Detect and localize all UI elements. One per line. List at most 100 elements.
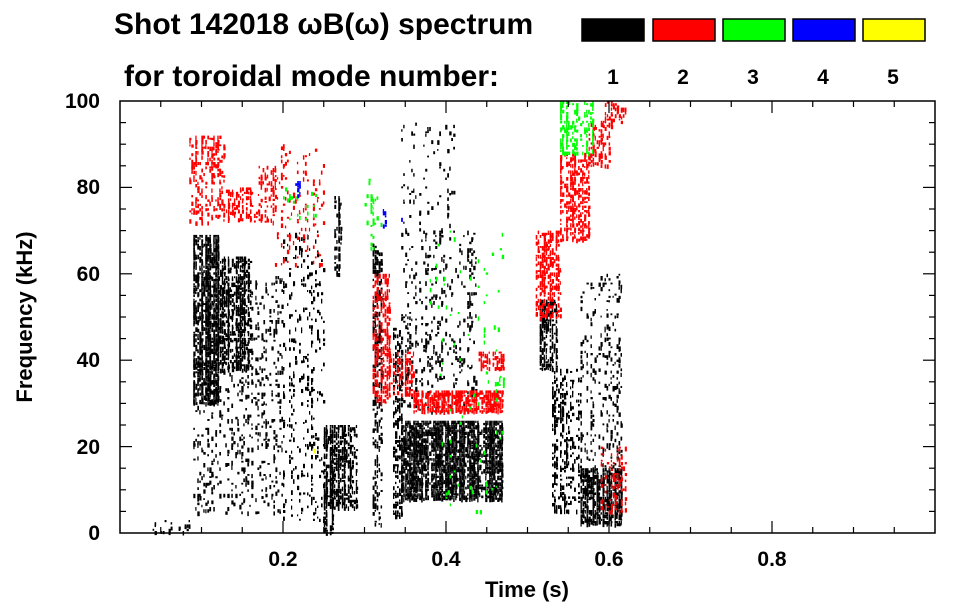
spectrum-cell-mode-1: [441, 360, 443, 363]
spectrum-cell-mode-1: [411, 458, 413, 462]
spectrum-cell-mode-1: [239, 320, 242, 324]
spectrum-cell-mode-1: [341, 453, 344, 456]
spectrum-cell-mode-1: [243, 364, 246, 368]
spectrum-cell-mode-1: [265, 425, 267, 429]
spectrum-cell-mode-1: [309, 391, 312, 396]
spectrum-cell-mode-1: [413, 429, 415, 432]
spectrum-cell-mode-1: [255, 401, 258, 406]
spectrum-cell-mode-1: [445, 425, 447, 428]
spectrum-cell-mode-1: [461, 486, 463, 490]
spectrum-cell-mode-1: [501, 455, 503, 459]
spectrum-cell-mode-1: [205, 265, 208, 270]
spectrum-cell-mode-1: [215, 303, 218, 306]
legend-label-mode-2: 2: [677, 66, 689, 89]
spectrum-cell-mode-1: [501, 471, 504, 475]
spectrum-cell-mode-1: [209, 325, 211, 329]
spectrum-cell-mode-1: [439, 431, 441, 435]
spectrum-cell-mode-1: [415, 122, 417, 126]
spectrum-cell-mode-1: [233, 383, 235, 388]
spectrum-cell-mode-1: [209, 370, 211, 375]
spectrum-cell-mode-1: [411, 436, 413, 439]
spectrum-cell-mode-1: [459, 431, 461, 434]
spectrum-cell-mode-1: [303, 276, 305, 282]
spectrum-cell-mode-1: [374, 340, 377, 345]
spectrum-cell-mode-1: [315, 239, 317, 244]
spectrum-cell-mode-1: [411, 168, 413, 173]
spectrum-cell-mode-1: [207, 328, 210, 331]
spectrum-cell-mode-1: [413, 436, 416, 439]
spectrum-cell-mode-1: [443, 168, 446, 172]
spectrum-cell-mode-1: [461, 358, 463, 362]
spectrum-cell-mode-1: [239, 318, 242, 321]
spectrum-cell-mode-1: [401, 413, 403, 419]
spectrum-cell-mode-1: [374, 476, 376, 479]
spectrum-cell-mode-1: [265, 348, 267, 354]
spectrum-cell-mode-1: [219, 430, 222, 434]
spectrum-cell-mode-1: [405, 230, 408, 235]
spectrum-cell-mode-1: [431, 449, 433, 452]
spectrum-cell-mode-1: [195, 362, 198, 365]
spectrum-cell-mode-1: [437, 460, 439, 464]
spectrum-cell-mode-1: [217, 309, 220, 313]
spectrum-cell-mode-1: [403, 201, 405, 204]
spectrum-cell-mode-1: [431, 433, 434, 437]
spectrum-cell-mode-1: [193, 384, 195, 389]
spectrum-cell-mode-1: [347, 442, 350, 447]
spectrum-cell-mode-1: [203, 482, 206, 487]
spectrum-cell-mode-1: [343, 493, 346, 496]
spectrum-cell-mode-1: [335, 480, 338, 483]
spectrum-cell-mode-1: [205, 256, 208, 262]
spectrum-cell-mode-1: [415, 480, 418, 483]
spectrum-cell-mode-1: [209, 379, 211, 383]
spectrum-cell-mode-1: [311, 463, 313, 469]
spectrum-cell-mode-1: [378, 448, 380, 452]
spectrum-cell-mode-1: [325, 491, 329, 494]
spectrum-cell-mode-1: [221, 313, 224, 317]
spectrum-cell-mode-1: [399, 387, 402, 392]
spectrum-cell-mode-1: [215, 399, 218, 403]
spectrum-cell-mode-1: [547, 312, 550, 317]
spectrum-cell-mode-1: [451, 458, 454, 463]
spectrum-cell-mode-1: [409, 477, 411, 482]
spectrum-cell-mode-1: [415, 497, 418, 502]
spectrum-cell-mode-1: [307, 274, 310, 280]
spectrum-cell-mode-1: [247, 348, 249, 353]
spectrum-cell-mode-1: [257, 372, 260, 375]
spectrum-cell-mode-1: [329, 527, 332, 532]
spectrum-cell-mode-1: [225, 388, 228, 392]
spectrum-cell-mode-1: [449, 166, 451, 171]
spectrum-cell-mode-1: [374, 256, 377, 261]
spectrum-cell-mode-1: [469, 338, 471, 341]
spectrum-cell-mode-1: [311, 378, 314, 382]
spectrum-cell-mode-1: [427, 210, 430, 215]
spectrum-cell-mode-1: [441, 473, 444, 478]
spectrum-cell-mode-1: [433, 462, 436, 467]
spectrum-cell-mode-1: [407, 447, 410, 450]
spectrum-cell-mode-1: [203, 381, 206, 386]
spectrum-cell-mode-1: [195, 402, 198, 406]
spectrum-cell-mode-1: [219, 300, 222, 305]
spectrum-cell-mode-1: [267, 438, 270, 442]
spectrum-cell-mode-1: [193, 274, 196, 279]
spectrum-cell-mode-1: [338, 237, 340, 242]
spectrum-cell-mode-1: [263, 392, 266, 396]
spectrum-cell-mode-1: [374, 267, 377, 270]
spectrum-cell-mode-1: [471, 427, 473, 432]
spectrum-cell-mode-1: [393, 411, 396, 415]
spectrum-cell-mode-1: [317, 505, 319, 508]
spectrum-cell-mode-1: [485, 449, 488, 454]
spectrum-cell-mode-1: [453, 488, 455, 492]
spectrum-cell-mode-1: [487, 462, 489, 467]
spectrum-cell-mode-1: [445, 466, 447, 470]
spectrum-cell-mode-1: [397, 420, 399, 423]
spectrum-cell-mode-1: [295, 356, 297, 360]
spectrum-cell-mode-1: [541, 339, 544, 342]
spectrum-cell-mode-1: [331, 506, 335, 509]
spectrum-cell-mode-1: [403, 451, 405, 455]
spectrum-cell-mode-1: [317, 336, 319, 341]
spectrum-cell-mode-1: [471, 442, 473, 445]
spectrum-cell-mode-1: [439, 320, 441, 323]
spectrum-cell-mode-1: [331, 502, 335, 507]
spectrum-cell-mode-1: [209, 399, 212, 403]
spectrum-cell-mode-1: [263, 410, 266, 415]
